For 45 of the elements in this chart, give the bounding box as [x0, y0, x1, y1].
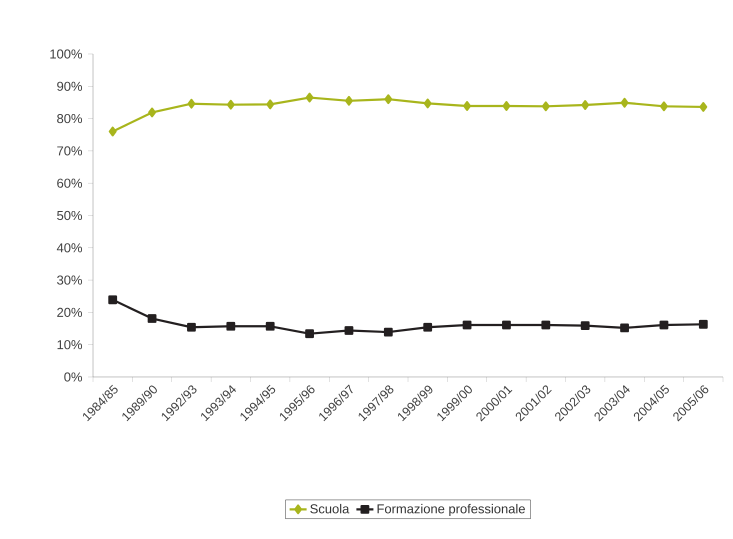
point — [344, 326, 354, 335]
y-tick-label: 0% — [64, 372, 82, 382]
point — [660, 320, 668, 330]
point — [424, 98, 432, 108]
point — [148, 108, 156, 118]
y-tick-label: 30% — [57, 275, 82, 285]
point — [306, 92, 314, 102]
point — [187, 98, 196, 109]
point — [542, 101, 550, 112]
legend-label: Scuola — [310, 504, 350, 514]
point — [226, 100, 235, 110]
point — [581, 100, 590, 110]
y-tick-label: 100% — [50, 49, 82, 59]
point — [462, 320, 472, 330]
y-tick-label: 50% — [57, 210, 82, 220]
point — [660, 101, 668, 112]
point — [266, 322, 275, 331]
y-tick-label: 80% — [57, 114, 82, 124]
point — [699, 102, 708, 112]
legend-label: Formazione professionale — [378, 504, 525, 516]
point — [502, 101, 510, 111]
point — [620, 323, 629, 332]
y-tick-label: 10% — [58, 340, 82, 350]
point — [226, 322, 236, 331]
y-tick-label: 70% — [57, 146, 82, 156]
point — [384, 328, 393, 336]
point — [580, 321, 590, 330]
y-tick-label: 20% — [57, 308, 82, 317]
point — [266, 99, 274, 110]
point — [108, 295, 118, 304]
point — [148, 314, 156, 323]
y-tick-label: 60% — [57, 178, 82, 188]
point — [187, 322, 196, 332]
point — [541, 320, 550, 330]
point — [384, 94, 392, 104]
point — [698, 320, 708, 329]
point — [108, 126, 117, 136]
y-tick-label: 90% — [57, 82, 82, 91]
point — [620, 98, 629, 108]
y-tick-label: 40% — [56, 243, 82, 252]
point — [423, 322, 432, 332]
point — [305, 329, 314, 338]
point — [463, 101, 472, 111]
point — [502, 320, 511, 330]
point — [344, 96, 353, 106]
